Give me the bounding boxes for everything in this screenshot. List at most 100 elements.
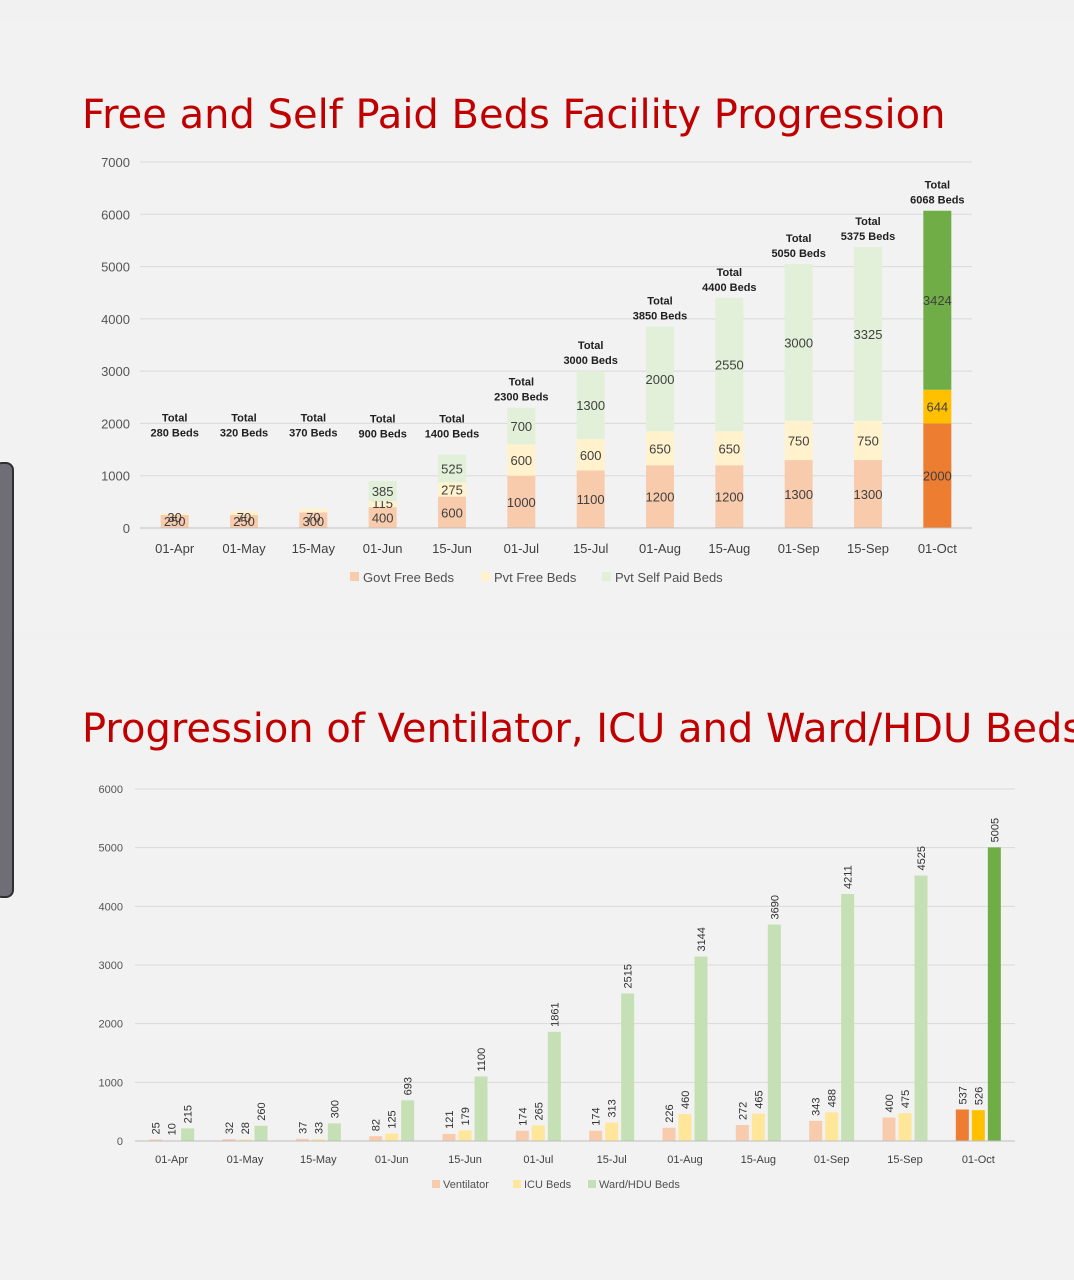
data-label: 1200 [715,490,744,505]
data-label: 275 [441,482,463,497]
x-tick-label: 15-May [292,541,336,556]
bar-segment [438,454,466,483]
y-tick-label: 0 [117,1136,123,1148]
bar-segment [160,514,189,528]
x-tick-label: 01-Oct [962,1154,995,1166]
bar-segment [368,480,397,502]
y-tick-label: 5000 [101,260,130,275]
bar [825,1112,839,1141]
data-label: 265 [533,1102,545,1120]
grouped-bar-chart-ventilator-icu-ward: 0 1000 2000 3000 4000 5000 6000 25 10 215 01-Apr 32… [99,784,1015,1191]
legend-label: Govt Free Beds [363,570,455,585]
data-label: 693 [403,1077,415,1095]
y-tick-label: 7000 [101,155,130,170]
legend-swatch [432,1180,440,1188]
data-label: 650 [718,441,740,456]
data-label: 1300 [576,398,605,413]
side-drawer-handle[interactable] [0,462,14,898]
total-label-line2: 6068 Beds [910,195,964,207]
data-label: 2000 [923,469,952,484]
bar-segment [923,423,952,528]
data-label: 488 [827,1089,839,1107]
bar-segment [368,501,397,508]
data-label: 1100 [476,1048,488,1072]
y-tick-label: 1000 [99,1077,123,1089]
total-label-line2: 280 Beds [151,427,199,439]
total-label-line2: 370 Beds [289,427,337,439]
data-label: 1861 [549,1002,561,1026]
data-label: 30 [167,510,181,525]
bar [971,1110,985,1141]
bar-segment [576,439,605,471]
bar [678,1114,692,1141]
total-label-line1: Total [301,412,326,424]
bar [222,1139,236,1141]
legend-swatch [588,1180,596,1188]
total-label-line1: Total [439,413,464,425]
total-label-line1: Total [578,340,603,352]
bar [295,1138,309,1141]
chart2-title: Progression of Ventilator, ICU and Ward/… [82,706,1074,752]
data-label: 650 [649,441,671,456]
data-label: 750 [857,433,879,448]
legend-swatch [350,572,359,581]
data-label: 10 [167,1123,179,1135]
total-label-line1: Total [855,216,880,228]
bar [474,1076,488,1141]
data-label: 121 [444,1111,456,1129]
data-label: 3000 [784,335,813,350]
total-label-line1: Total [786,233,811,245]
y-tick-label: 3000 [99,960,123,972]
data-label: 3424 [923,293,952,308]
x-tick-label: 01-May [222,541,266,556]
x-tick-label: 15-Jul [597,1154,627,1166]
legend-label: Pvt Self Paid Beds [615,570,723,585]
bar [385,1133,399,1141]
x-tick-label: 15-May [300,1154,337,1166]
x-tick-label: 01-Aug [667,1154,702,1166]
data-label: 3690 [769,895,781,919]
bar [238,1139,252,1141]
bar [621,993,635,1141]
bar [369,1136,383,1141]
total-label-line2: 3850 Beds [633,311,687,323]
bar-segment [230,511,258,515]
bar [767,924,781,1141]
x-tick-label: 15-Jun [448,1154,482,1166]
legend-swatch [481,572,490,581]
bar-segment [854,246,882,421]
data-label: 1300 [784,487,813,502]
bar [809,1120,823,1141]
bar [458,1130,472,1141]
y-tick-label: 6000 [101,207,130,222]
y-tick-label: 3000 [101,364,130,379]
stacked-bar-chart-beds: 0100020003000400050006000700025030Total2… [101,155,972,585]
data-label: 343 [811,1098,823,1116]
data-label: 300 [329,1100,341,1118]
data-label: 250 [164,514,186,529]
bar-segment [646,465,674,528]
total-label-line1: Total [717,267,742,279]
total-label-line1: Total [925,180,950,192]
data-label: 174 [591,1107,603,1125]
legend-label: Ventilator [443,1179,489,1191]
legend-label: ICU Beds [524,1179,572,1191]
bar [898,1113,912,1141]
x-tick-label: 01-Aug [639,541,681,556]
bar-segment [923,210,952,390]
total-label-line2: 320 Beds [220,427,268,439]
data-label: 400 [372,511,394,526]
bar [149,1139,163,1141]
data-label: 460 [680,1091,692,1109]
y-tick-label: 6000 [99,784,123,796]
bar-segment [784,460,813,528]
data-label: 3144 [696,927,708,951]
total-label-line2: 5375 Beds [841,231,895,243]
bar-segment [923,389,952,424]
bar [662,1127,676,1141]
bar [987,847,1001,1141]
total-label-line1: Total [162,412,187,424]
bar [442,1133,456,1141]
bar-segment [368,507,397,528]
total-label-line1: Total [231,412,256,424]
